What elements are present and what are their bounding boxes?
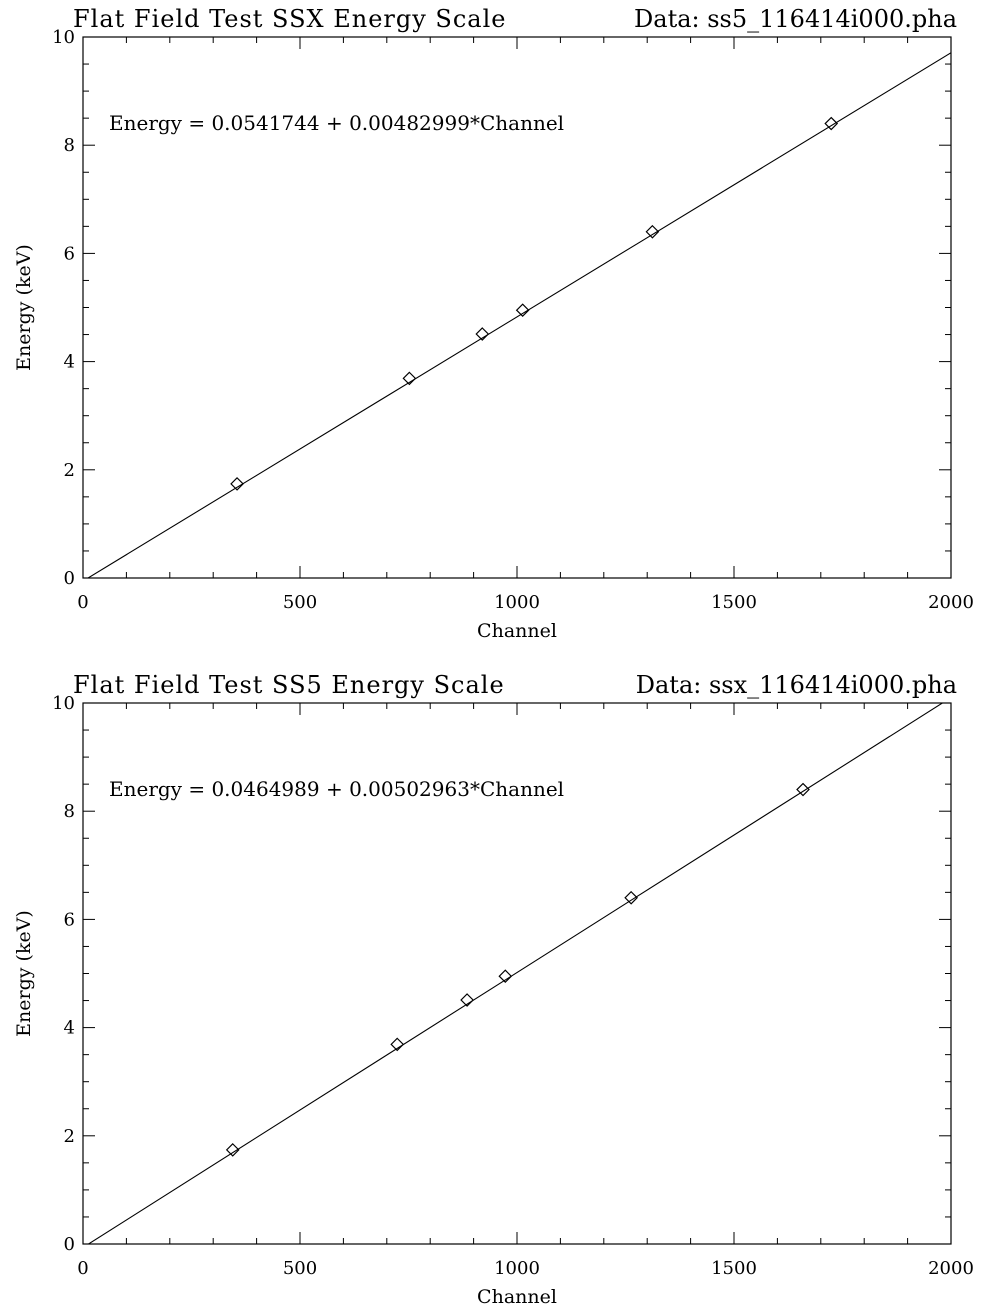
data-file-label: Data: ssx_116414i000.pha bbox=[636, 671, 957, 699]
data-point-marker bbox=[475, 327, 490, 341]
y-tick-label: 10 bbox=[52, 27, 75, 48]
data-point-marker bbox=[460, 993, 474, 1007]
x-tick-label: 2000 bbox=[928, 592, 974, 613]
x-tick-label: 500 bbox=[283, 592, 317, 613]
fit-line bbox=[86, 52, 951, 578]
y-tick-label: 2 bbox=[64, 1126, 75, 1147]
x-tick-label: 2000 bbox=[928, 1258, 974, 1279]
x-axis-label: Channel bbox=[477, 1286, 557, 1308]
data-point-marker bbox=[824, 116, 839, 131]
x-tick-label: 0 bbox=[77, 1258, 88, 1279]
y-tick-label: 0 bbox=[64, 1234, 75, 1255]
x-tick-label: 1000 bbox=[494, 592, 540, 613]
data-point-marker bbox=[402, 371, 417, 386]
data-point-marker bbox=[498, 969, 513, 984]
y-tick-label: 0 bbox=[64, 568, 75, 589]
y-axis-label: Energy (keV) bbox=[13, 244, 35, 371]
fit-equation-annotation: Energy = 0.0541744 + 0.00482999*Channel bbox=[109, 111, 564, 135]
y-tick-label: 8 bbox=[64, 135, 75, 156]
y-tick-label: 4 bbox=[64, 1018, 75, 1039]
y-tick-label: 10 bbox=[52, 693, 75, 714]
fit-equation-annotation: Energy = 0.0464989 + 0.00502963*Channel bbox=[109, 777, 564, 801]
x-axis-label: Channel bbox=[477, 620, 557, 642]
data-point-marker bbox=[796, 782, 810, 797]
chart-panel-2: Flat Field Test SS5 Energy Scale Data: ss… bbox=[13, 671, 974, 1308]
y-axis-label: Energy (keV) bbox=[13, 910, 35, 1037]
y-tick-label: 6 bbox=[64, 243, 75, 264]
data-point-marker bbox=[390, 1037, 405, 1052]
x-tick-label: 1500 bbox=[711, 592, 757, 613]
data-point-marker bbox=[225, 1143, 240, 1157]
chart-title: Flat Field Test SS5 Energy Scale bbox=[73, 671, 505, 699]
fit-line bbox=[87, 703, 944, 1244]
data-file-label: Data: ss5_116414i000.pha bbox=[634, 5, 957, 33]
x-tick-label: 1500 bbox=[711, 1258, 757, 1279]
data-point-marker bbox=[645, 224, 660, 239]
y-tick-label: 2 bbox=[64, 460, 75, 481]
data-point-marker bbox=[624, 890, 638, 905]
x-tick-label: 0 bbox=[77, 592, 88, 613]
x-tick-label: 500 bbox=[283, 1258, 317, 1279]
chart-title: Flat Field Test SSX Energy Scale bbox=[73, 5, 507, 33]
y-tick-label: 6 bbox=[64, 909, 75, 930]
x-tick-label: 1000 bbox=[494, 1258, 540, 1279]
chart-panel-1: Flat Field Test SSX Energy Scale Data: ss… bbox=[13, 5, 974, 642]
data-point-marker bbox=[515, 303, 530, 318]
data-point-marker bbox=[230, 477, 244, 491]
y-tick-label: 4 bbox=[64, 352, 75, 373]
y-tick-label: 8 bbox=[64, 801, 75, 822]
